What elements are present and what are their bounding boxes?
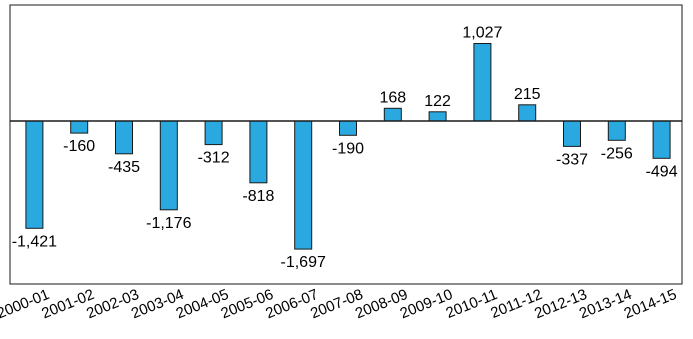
x-tick-label-2014-15: 2014-15 [622, 286, 679, 322]
bar-2005-06 [249, 120, 268, 184]
bars-group [25, 43, 671, 250]
bar-2000-01 [25, 120, 44, 229]
data-label-2007-08: -190 [332, 140, 364, 157]
bar-2009-10 [428, 111, 447, 122]
bar-2012-13 [563, 120, 581, 147]
data-label-2005-06: -818 [242, 188, 274, 205]
data-label-2014-15: -494 [646, 163, 678, 180]
x-tick-labels-group: 2000-012001-022002-032003-042004-052005-… [0, 286, 679, 322]
data-labels-group: -1,421 -160 -435 -1,176 -312 -818 -1,697 -190 16… [12, 25, 678, 272]
data-label-2004-05: -312 [198, 150, 230, 167]
bar-2006-07 [294, 120, 313, 250]
data-label-2000-01: -1,421 [12, 233, 57, 250]
bar-2004-05 [204, 120, 223, 146]
bar-2010-11 [473, 43, 492, 122]
data-label-2008-09: 168 [379, 89, 406, 106]
data-label-2009-10: 122 [424, 93, 451, 110]
data-label-2011-12: 215 [514, 86, 541, 103]
data-label-2001-02: -160 [63, 138, 95, 155]
bar-2011-12 [518, 104, 537, 122]
data-label-2010-11: 1,027 [462, 25, 502, 42]
data-label-2013-14: -256 [601, 145, 633, 162]
bar-2007-08 [339, 120, 357, 136]
bar-2013-14 [607, 120, 626, 141]
data-label-2002-03: -435 [108, 159, 140, 176]
data-label-2006-07: -1,697 [281, 254, 326, 271]
bar-2001-02 [70, 120, 89, 134]
data-label-2003-04: -1,176 [146, 215, 191, 232]
bar-2014-15 [652, 120, 671, 159]
bar-2002-03 [115, 120, 133, 155]
data-label-2012-13: -337 [556, 151, 588, 168]
bar-2003-04 [159, 120, 178, 211]
bar-2008-09 [383, 107, 402, 122]
